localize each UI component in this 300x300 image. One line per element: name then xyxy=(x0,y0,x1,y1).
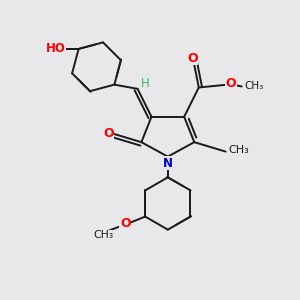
Text: H: H xyxy=(141,77,149,90)
Text: O: O xyxy=(103,127,114,140)
Text: O: O xyxy=(120,217,130,230)
Text: HO: HO xyxy=(46,42,66,55)
Text: O: O xyxy=(187,52,198,65)
Text: N: N xyxy=(163,157,173,170)
Text: CH₃: CH₃ xyxy=(94,230,114,240)
Text: CH₃: CH₃ xyxy=(244,82,264,92)
Text: O: O xyxy=(225,77,236,90)
Text: CH₃: CH₃ xyxy=(229,145,249,155)
